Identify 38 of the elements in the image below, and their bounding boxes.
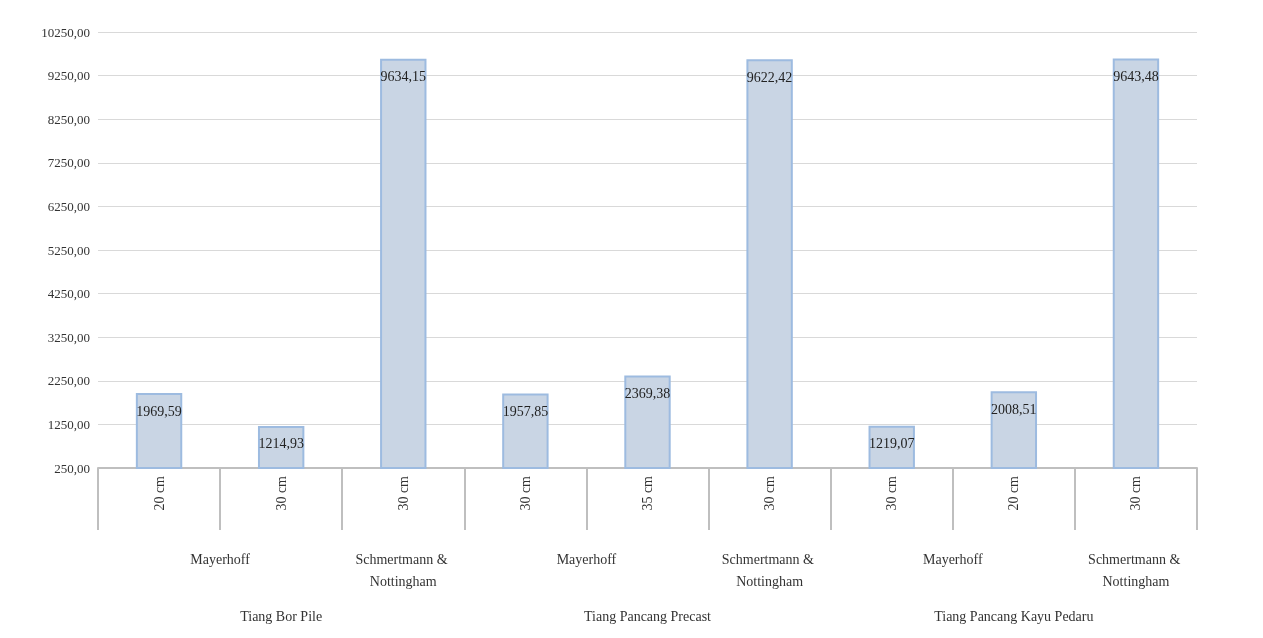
text: Mayerhoff	[190, 551, 251, 567]
text: Schmertmann & Nottingham	[355, 551, 452, 589]
x-tick-label: 30 cm	[762, 475, 778, 511]
text: Schmertmann & Nottingham	[1088, 551, 1184, 589]
text: Tiang Pancang Precast	[583, 608, 712, 624]
y-tick-label: 1250,00	[47, 416, 90, 432]
data-label: 1219,07	[868, 436, 915, 452]
data-label: 1969,59	[136, 403, 182, 419]
x-tick-label: 20 cm	[1006, 475, 1022, 511]
x-tick-label: 20 cm	[151, 475, 167, 511]
data-label: 1214,93	[258, 436, 304, 452]
x-tick-label: 35 cm	[640, 475, 655, 511]
data-label: 2369,38	[624, 386, 671, 402]
text: Tiang Bor Pile	[240, 608, 323, 624]
y-tick-label: 250,00	[54, 460, 90, 476]
x-tick-label: 30 cm	[1128, 475, 1144, 511]
y-tick-label: 3250,00	[47, 329, 90, 345]
data-label: 1957,85	[502, 404, 549, 420]
text: Mayerhoff	[556, 551, 617, 567]
x-tick-label: 30 cm	[884, 475, 900, 511]
y-tick-label: 5250,00	[47, 242, 90, 258]
y-tick-label: 10250,00	[41, 24, 90, 40]
y-tick-label: 9250,00	[47, 68, 90, 84]
x-tick-label: 30 cm	[395, 475, 411, 511]
y-tick-label: 7250,00	[47, 155, 90, 171]
data-label: 2008,51	[991, 401, 1037, 417]
data-label: 9622,42	[746, 69, 793, 85]
x-tick-label: 30 cm	[273, 475, 289, 511]
data-label: 9634,15	[380, 69, 427, 85]
data-label: 9643,48	[1113, 68, 1159, 84]
x-tick-label: 30 cm	[517, 475, 533, 511]
text: Tiang Pancang Kayu Pedaru	[934, 608, 1094, 624]
y-tick-label: 2250,00	[47, 373, 90, 389]
y-tick-label: 8250,00	[47, 111, 90, 127]
y-tick-label: 6250,00	[47, 198, 90, 214]
y-tick-label: 4250,00	[47, 286, 90, 302]
text: Schmertmann & Nottingham	[721, 551, 818, 589]
text: Mayerhoff	[922, 551, 983, 567]
